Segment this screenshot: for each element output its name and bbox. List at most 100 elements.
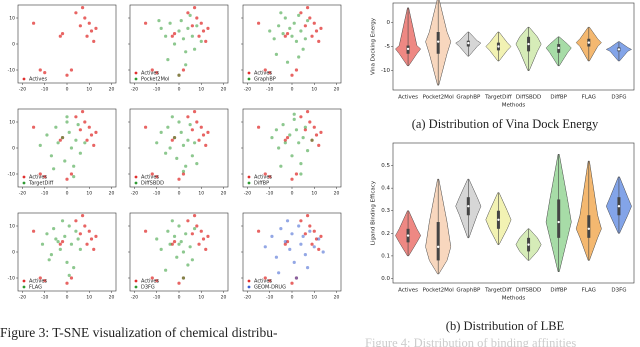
point — [317, 143, 321, 147]
point — [78, 247, 82, 251]
median — [527, 42, 530, 46]
point — [201, 29, 206, 33]
point — [65, 120, 69, 124]
figure-caption: Figure 3: T-SNE visualization of chemica… — [0, 325, 278, 340]
point — [155, 279, 159, 283]
point — [83, 120, 87, 124]
point — [305, 6, 310, 10]
y-tick-label: 0.1 — [381, 253, 390, 259]
point — [294, 68, 299, 72]
point — [177, 177, 181, 181]
point — [170, 34, 174, 38]
subcaption: (a) Distribution of Vina Dock Energy — [412, 117, 599, 131]
x-tick-label: -20 — [131, 295, 138, 301]
point — [58, 138, 62, 142]
point — [190, 24, 194, 28]
point — [294, 39, 299, 44]
point — [305, 110, 310, 114]
point — [201, 237, 206, 241]
point — [277, 24, 281, 28]
point — [72, 266, 76, 270]
legend-marker — [22, 175, 26, 179]
legend-marker — [247, 71, 251, 75]
point — [31, 125, 36, 129]
point — [150, 172, 154, 176]
point — [199, 125, 203, 129]
point — [186, 26, 190, 30]
y-axis-label: Vina Docking Energy — [371, 17, 377, 75]
legend-label: Pocket2Mol — [141, 77, 169, 83]
legend-label: Actives — [141, 175, 159, 181]
point — [190, 258, 194, 262]
plot-frame — [392, 142, 635, 284]
point — [279, 227, 283, 231]
legend-marker — [134, 285, 138, 289]
point — [43, 279, 47, 283]
point — [299, 29, 303, 33]
point — [195, 16, 199, 20]
point — [38, 276, 42, 280]
point — [65, 281, 69, 285]
x-tick-label: TargetDiff — [484, 288, 512, 294]
point — [54, 125, 58, 129]
x-tick-label: -10 — [41, 87, 48, 93]
point — [92, 143, 96, 147]
point — [177, 29, 181, 33]
legend-label: Actives — [29, 175, 47, 181]
point — [87, 229, 91, 233]
median — [617, 48, 621, 51]
point — [85, 34, 89, 38]
legend-marker — [134, 77, 138, 81]
point — [195, 24, 199, 28]
point — [277, 271, 281, 275]
plot-frame — [17, 4, 117, 84]
median — [557, 220, 560, 224]
point — [181, 68, 186, 72]
point — [288, 247, 292, 251]
point — [76, 237, 80, 241]
point — [168, 21, 172, 25]
x-tick-label: 0 — [66, 87, 69, 93]
point — [292, 260, 296, 264]
legend-marker — [247, 285, 251, 289]
x-tick-label: -20 — [19, 87, 26, 93]
point — [179, 240, 183, 244]
x-tick-label: -20 — [19, 191, 26, 197]
point — [303, 232, 307, 236]
x-tick-label: Actives — [398, 95, 418, 101]
point — [155, 141, 159, 145]
point — [301, 136, 305, 140]
point — [268, 71, 272, 75]
x-tick-label: 10 — [311, 191, 317, 197]
x-axis-label: Methods — [502, 296, 526, 302]
point — [177, 120, 181, 124]
point — [150, 68, 154, 72]
y-tick-label: 10 — [9, 120, 15, 126]
point — [299, 162, 303, 166]
x-tick-label: DiffBP — [550, 288, 567, 294]
point — [184, 164, 188, 168]
point — [285, 219, 290, 223]
legend-label: DiffBP — [254, 181, 269, 187]
x-tick-label: -10 — [153, 295, 160, 301]
point — [168, 146, 172, 150]
point — [74, 11, 78, 15]
point — [94, 26, 98, 30]
x-tick-label: -20 — [131, 87, 138, 93]
legend-marker — [134, 279, 138, 283]
point — [78, 151, 82, 155]
point — [292, 117, 296, 121]
legend-marker — [247, 279, 251, 283]
x-tick-label: 10 — [311, 87, 317, 93]
point — [181, 37, 186, 41]
iqr-box — [587, 215, 591, 238]
point — [172, 136, 177, 140]
legend-label: GraphBP — [254, 77, 276, 83]
point — [181, 276, 186, 280]
x-tick-label: -20 — [244, 295, 251, 301]
x-tick-label: DiffBP — [550, 95, 567, 101]
point — [310, 242, 314, 246]
median — [436, 245, 440, 249]
legend-label: Actives — [254, 175, 272, 181]
